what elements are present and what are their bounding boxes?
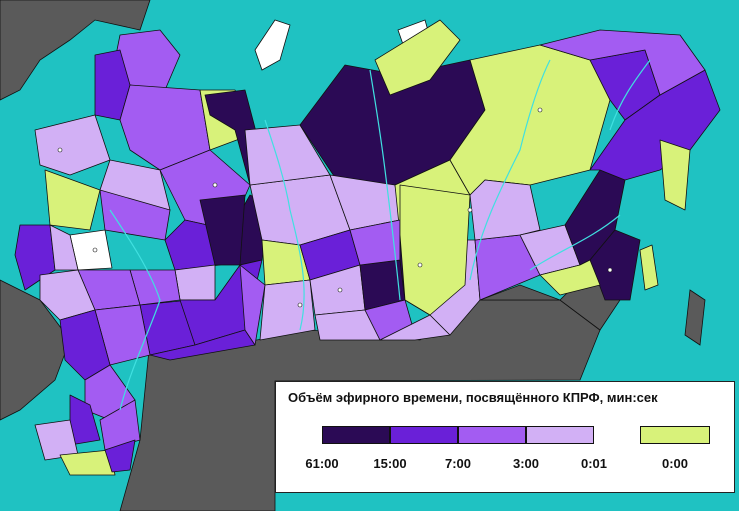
region-chukotka [539, 29, 706, 96]
city-marker [467, 207, 473, 213]
river-volga [109, 209, 161, 411]
city-marker [337, 287, 343, 293]
regions-layer [14, 19, 721, 476]
river-yenisei [369, 69, 401, 301]
city-marker [92, 247, 98, 253]
legend-swatch-zero [640, 426, 710, 444]
region-tver [44, 169, 101, 231]
rivers-layer [109, 59, 651, 411]
region-udmurtia [174, 264, 216, 301]
legend-swatch-class-3 [458, 426, 526, 444]
region-omsk [259, 279, 316, 341]
legend-swatch-class-1 [322, 426, 390, 444]
city-marker [297, 302, 303, 308]
legend-tick-61: 61:00 [305, 456, 339, 471]
region-zero-siberia [399, 184, 471, 316]
novaya-zemlya-island [254, 19, 291, 71]
region-primorsky [589, 229, 641, 301]
legend-tick-7: 7:00 [444, 456, 472, 471]
legend-tick-15: 15:00 [373, 456, 407, 471]
city-marker [212, 182, 218, 188]
legend-title: Объём эфирного времени, посвящённого КПР… [288, 390, 658, 405]
river-lena [469, 59, 551, 281]
legend-swatch-class-4 [526, 426, 594, 444]
legend-panel: Объём эфирного времени, посвящённого КПР… [275, 381, 735, 493]
river-ob [264, 119, 305, 331]
river-amur [529, 214, 621, 271]
city-markers [57, 107, 613, 308]
region-kurgan [239, 264, 266, 346]
scandinavia-land [0, 0, 151, 101]
region-sakhalin [639, 244, 659, 291]
river-kolyma [609, 59, 651, 131]
region-yakutia-south [469, 179, 541, 241]
city-marker [607, 267, 613, 273]
region-caucasus [59, 449, 116, 476]
region-jewish-ao [539, 259, 601, 296]
region-kamchatka-south [659, 139, 691, 211]
legend-swatch-class-2 [390, 426, 458, 444]
city-marker [417, 262, 423, 268]
city-marker [57, 147, 63, 153]
legend-tick-3: 3:00 [512, 456, 540, 471]
city-marker [537, 107, 543, 113]
japan-land [684, 289, 706, 346]
region-dagestan [104, 439, 136, 473]
region-north-arctic [374, 19, 461, 96]
legend-tick-zero: 0:00 [661, 456, 689, 471]
region-leningrad [34, 114, 111, 176]
region-astrakhan [99, 399, 141, 451]
legend-tick-001: 0:01 [580, 456, 608, 471]
